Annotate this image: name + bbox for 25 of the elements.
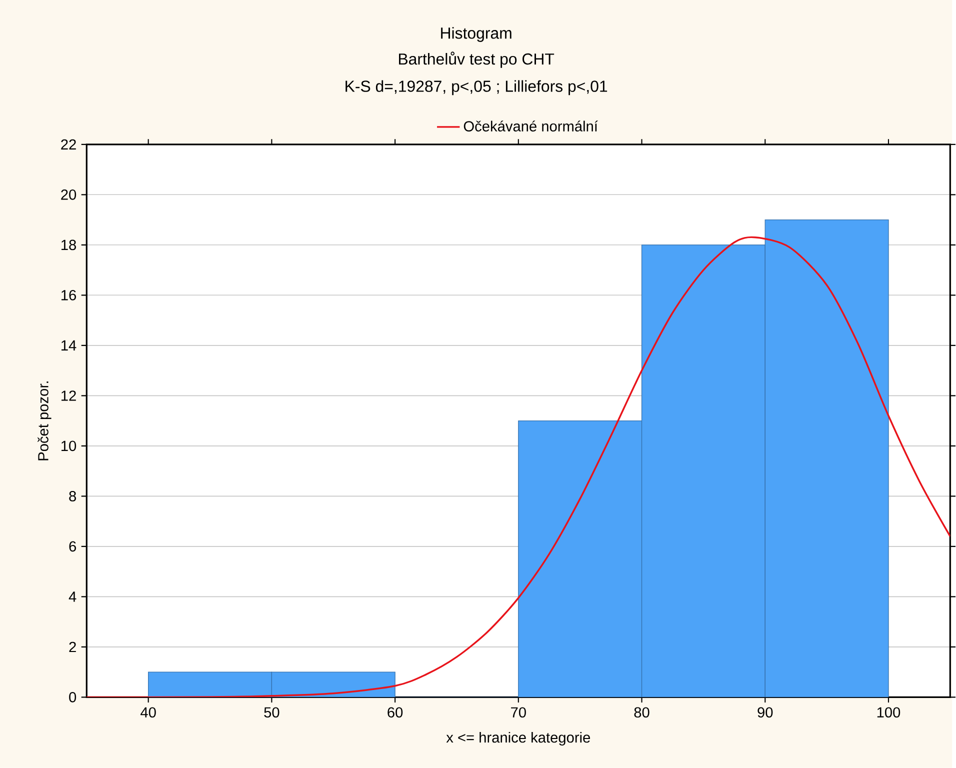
- y-tick-label: 8: [69, 491, 76, 502]
- y-tick-label: 16: [62, 290, 76, 300]
- legend-label: Očekávané normální: [464, 120, 598, 132]
- y-tick-label: 4: [68, 592, 76, 602]
- y-tick-label: 18: [62, 240, 76, 250]
- chart-title: Histogram: [441, 27, 512, 42]
- y-axis-title: Počet pozor.: [38, 382, 52, 460]
- x-tick-label: 70: [511, 707, 526, 718]
- x-tick-label: 90: [758, 707, 773, 718]
- x-tick-label: 100: [877, 707, 900, 718]
- x-tick-label: 80: [634, 707, 650, 718]
- x-axis-title: x <= hranice kategorie: [446, 732, 590, 746]
- y-tick-label: 6: [69, 541, 76, 552]
- y-tick-label: 12: [62, 390, 76, 401]
- text: K-S d=,19287, p<,05 ; Lilliefors p<,01: [346, 80, 608, 96]
- y-tick-label: 0: [69, 692, 76, 702]
- y-tick-label: 20: [61, 190, 76, 200]
- y-tick-label: 14: [62, 340, 76, 350]
- x-tick-label: 50: [264, 707, 280, 718]
- x-tick-label: 60: [388, 707, 403, 718]
- chart-subtitle: Barthelův test po CHT: [399, 52, 554, 68]
- y-tick-label: 10: [62, 440, 76, 452]
- x-tick-label: 40: [140, 707, 156, 718]
- y-tick-label: 2: [69, 642, 76, 652]
- y-tick-label: 22: [61, 139, 76, 150]
